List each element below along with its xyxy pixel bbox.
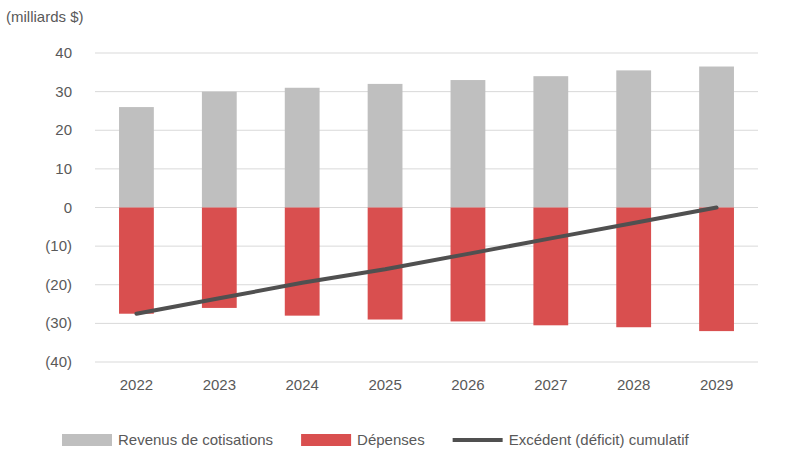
legend-swatch — [453, 438, 503, 442]
x-tick-label: 2029 — [700, 376, 733, 393]
y-tick-label: 20 — [55, 121, 72, 138]
grid-line — [95, 323, 758, 324]
legend: Revenus de cotisations Dépenses Excédent (… — [62, 431, 690, 448]
line — [136, 208, 716, 314]
bar — [616, 70, 651, 207]
x-tick-label: 2027 — [534, 376, 567, 393]
bar — [202, 208, 237, 308]
grid-line — [95, 130, 758, 131]
x-tick-label: 2028 — [617, 376, 650, 393]
bar — [285, 88, 320, 208]
grid-line — [95, 246, 758, 247]
y-tick-label: (20) — [45, 276, 72, 293]
legend-label: Excédent (déficit) cumulatif — [509, 431, 690, 448]
grid-line — [95, 91, 758, 92]
bar — [699, 208, 734, 332]
x-tick-label: 2024 — [286, 376, 319, 393]
grid-line — [95, 284, 758, 285]
legend-label: Revenus de cotisations — [118, 431, 273, 448]
bar — [119, 107, 154, 207]
y-tick-label: (30) — [45, 314, 72, 331]
grid-line — [95, 53, 758, 54]
grid-line — [95, 207, 758, 208]
legend-swatch — [62, 434, 112, 446]
y-tick-label: 30 — [55, 83, 72, 100]
legend-label: Dépenses — [357, 431, 425, 448]
y-tick-label: (40) — [45, 353, 72, 370]
bar — [285, 208, 320, 316]
bar — [368, 208, 403, 320]
bar — [451, 80, 486, 207]
bar — [119, 208, 154, 314]
grid-line — [95, 168, 758, 169]
y-axis-label: (milliards $) — [6, 8, 84, 25]
y-tick-label: (10) — [45, 237, 72, 254]
bar — [368, 84, 403, 208]
x-tick-label: 2026 — [451, 376, 484, 393]
bar — [699, 67, 734, 208]
bar — [451, 208, 486, 322]
x-tick-label: 2023 — [203, 376, 236, 393]
bar — [533, 208, 568, 326]
chart: (milliards $) (40) (30) (20) (10) 0 10 20 30 40 20… — [0, 0, 806, 453]
x-tick-label: 2022 — [120, 376, 153, 393]
marks — [119, 67, 734, 332]
legend-swatch — [301, 434, 351, 446]
y-tick-label: 10 — [55, 160, 72, 177]
y-tick-label: 40 — [55, 44, 72, 61]
grid — [95, 53, 758, 362]
bar — [202, 92, 237, 208]
grid-line — [95, 362, 758, 363]
y-tick-label: 0 — [64, 199, 72, 216]
x-tick-label: 2025 — [368, 376, 401, 393]
bar — [533, 76, 568, 207]
